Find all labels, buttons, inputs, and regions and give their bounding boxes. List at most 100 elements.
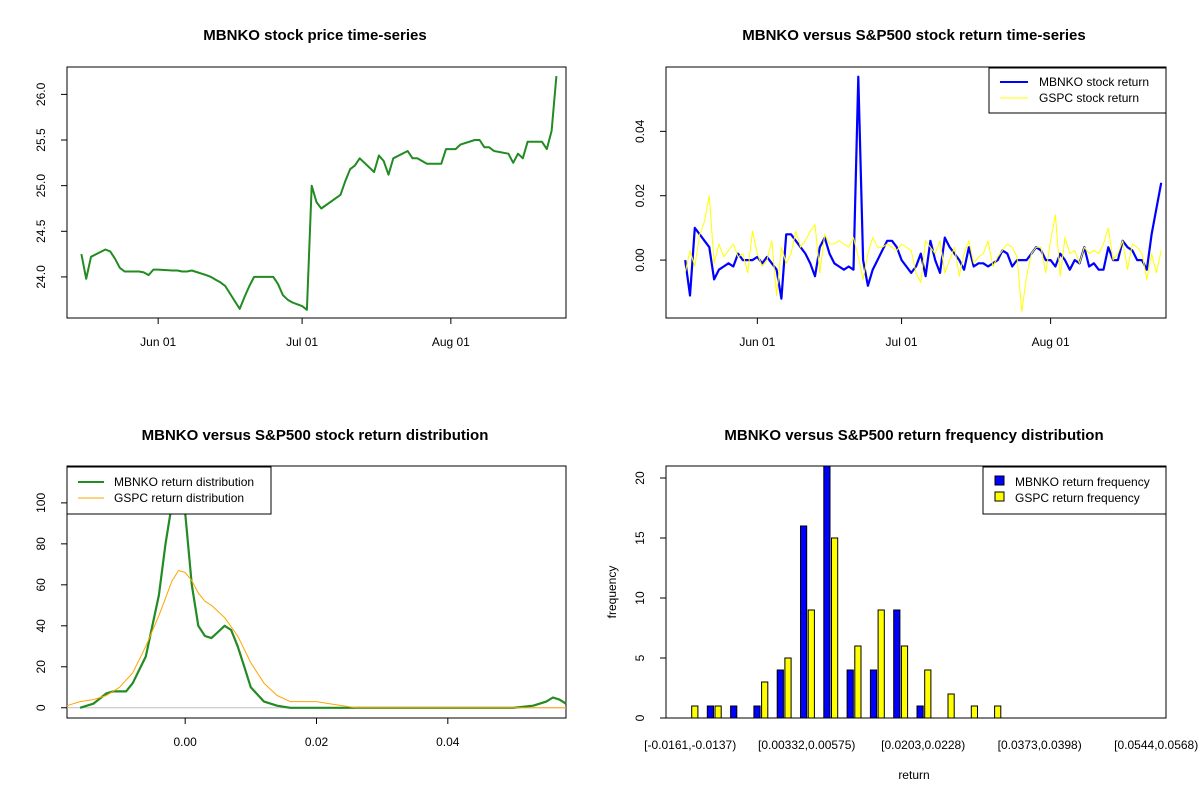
frequency-legend: MBNKO return frequency GSPC return frequ… xyxy=(982,466,1167,515)
price-chart-title: MBNKO stock price time-series xyxy=(203,27,426,44)
panel-density: MBNKO versus S&P500 stock return distrib… xyxy=(34,427,567,749)
frequency-y-tick-label: 10 xyxy=(633,591,647,605)
frequency-bar xyxy=(877,609,885,719)
price-line-0 xyxy=(80,76,558,311)
frequency-chart-title: MBNKO versus S&P500 return frequency dis… xyxy=(724,427,1103,444)
density-legend: MBNKO return distribution GSPC return di… xyxy=(66,466,272,515)
panel-frequency: MBNKO versus S&P500 return frequency dis… xyxy=(605,427,1198,782)
frequency-bar xyxy=(916,705,924,719)
frequency-y-tick-label: 0 xyxy=(633,714,647,721)
frequency-legend-swatch-gspc xyxy=(994,491,1005,502)
frequency-x-tick-label: [0.00332,0.00575) xyxy=(758,738,855,752)
frequency-bar xyxy=(753,705,761,719)
price-x-tick-label: Jul 01 xyxy=(286,335,318,349)
price-plot-frame xyxy=(66,66,567,319)
density-series xyxy=(66,485,567,709)
returns-legend-label-gspc: GSPC stock return xyxy=(1039,91,1139,105)
density-chart-title: MBNKO versus S&P500 stock return distrib… xyxy=(142,427,489,444)
frequency-plot-frame xyxy=(665,465,1167,719)
frequency-bar xyxy=(800,525,808,719)
frequency-legend-label-gspc: GSPC return frequency xyxy=(1015,491,1140,505)
density-legend-box xyxy=(66,466,272,515)
returns-series xyxy=(684,75,1163,313)
returns-y-tick-label: 0.04 xyxy=(633,119,647,143)
frequency-bar xyxy=(823,465,831,719)
frequency-bar xyxy=(924,669,932,719)
frequency-bar xyxy=(900,645,909,719)
frequency-y-tick-label: 20 xyxy=(633,471,647,485)
price-y-tick-label: 25.5 xyxy=(34,128,48,152)
frequency-y-tick-label: 15 xyxy=(633,531,647,545)
frequency-bar xyxy=(730,705,738,719)
frequency-y-tick-label: 5 xyxy=(633,654,647,661)
price-y-tick-label: 25.0 xyxy=(34,174,48,198)
density-y-tick-label: 20 xyxy=(34,660,48,674)
frequency-bar xyxy=(831,537,839,719)
density-y-axis: 0 20 40 60 80 100 xyxy=(34,493,67,711)
returns-y-axis: 0.00 0.02 0.04 xyxy=(633,119,666,272)
density-x-axis: 0.00 0.02 0.04 xyxy=(174,718,460,749)
frequency-x-tick-label: [-0.0161,-0.0137) xyxy=(644,738,736,752)
returns-legend-label-mbnko: MBNKO stock return xyxy=(1039,75,1149,89)
density-y-tick-label: 40 xyxy=(34,619,48,633)
returns-line-1 xyxy=(684,195,1162,313)
frequency-legend-label-mbnko: MBNKO return frequency xyxy=(1015,475,1150,489)
frequency-bar xyxy=(776,669,784,719)
frequency-legend-swatch-mbnko xyxy=(994,475,1005,486)
returns-legend: MBNKO stock return GSPC stock return xyxy=(988,67,1167,114)
frequency-bar xyxy=(854,645,862,719)
frequency-bar xyxy=(994,705,1002,719)
density-legend-label-mbnko: MBNKO return distribution xyxy=(114,475,254,489)
frequency-x-tick-label: [0.0373,0.0398) xyxy=(998,738,1082,752)
returns-x-tick-label: Aug 01 xyxy=(1032,335,1070,349)
density-x-tick-label: 0.04 xyxy=(436,735,460,749)
density-x-tick-label: 0.00 xyxy=(174,735,198,749)
frequency-bar xyxy=(893,609,901,719)
density-x-tick-label: 0.02 xyxy=(305,735,329,749)
price-y-tick-label: 24.0 xyxy=(34,265,48,289)
density-y-tick-label: 60 xyxy=(34,578,48,592)
frequency-bar xyxy=(846,669,854,719)
frequency-bar xyxy=(784,657,792,719)
price-y-axis: 24.0 24.5 25.0 25.5 26.0 xyxy=(34,82,67,289)
density-y-tick-label: 0 xyxy=(34,704,48,711)
frequency-x-tick-label: [0.0544,0.0568) xyxy=(1114,738,1198,752)
panel-price: MBNKO stock price time-series Jun 01 Jul … xyxy=(34,27,567,349)
frequency-bar xyxy=(761,681,769,719)
density-line-1 xyxy=(66,570,566,709)
returns-x-tick-label: Jul 01 xyxy=(886,335,918,349)
panel-returns: MBNKO versus S&P500 stock return time-se… xyxy=(633,27,1167,349)
frequency-bar xyxy=(691,705,699,719)
price-x-tick-label: Aug 01 xyxy=(432,335,470,349)
frequency-x-axis: [-0.0161,-0.0137) [0.00332,0.00575) [0.020… xyxy=(644,738,1198,752)
price-x-tick-label: Jun 01 xyxy=(140,335,176,349)
density-y-tick-label: 100 xyxy=(34,493,48,513)
price-y-tick-label: 24.5 xyxy=(34,219,48,243)
returns-x-axis: Jun 01 Jul 01 Aug 01 xyxy=(739,318,1070,349)
returns-plot-frame xyxy=(665,66,1167,319)
density-line-0 xyxy=(79,485,567,709)
returns-y-tick-label: 0.02 xyxy=(633,184,647,208)
density-legend-label-gspc: GSPC return distribution xyxy=(114,491,244,505)
frequency-x-axis-label: return xyxy=(898,768,929,782)
density-y-tick-label: 80 xyxy=(34,537,48,551)
frequency-bar xyxy=(807,609,815,719)
price-y-tick-label: 26.0 xyxy=(34,82,48,106)
frequency-legend-box xyxy=(982,466,1167,515)
frequency-bars xyxy=(691,465,1002,719)
frequency-bar xyxy=(947,693,955,719)
frequency-bar xyxy=(714,705,722,719)
frequency-y-axis-label: frequency xyxy=(605,566,619,619)
frequency-bar xyxy=(869,669,878,719)
frequency-x-tick-label: [0.0203,0.0228) xyxy=(881,738,965,752)
returns-chart-title: MBNKO versus S&P500 stock return time-se… xyxy=(742,27,1085,44)
frequency-bar xyxy=(970,705,978,719)
returns-y-tick-label: 0.00 xyxy=(633,248,647,272)
frequency-y-axis: 0 5 10 15 20 xyxy=(633,471,666,721)
returns-legend-box xyxy=(988,67,1167,114)
returns-x-tick-label: Jun 01 xyxy=(739,335,775,349)
price-x-axis: Jun 01 Jul 01 Aug 01 xyxy=(140,318,470,349)
frequency-bar xyxy=(706,705,714,719)
price-series xyxy=(80,76,558,311)
